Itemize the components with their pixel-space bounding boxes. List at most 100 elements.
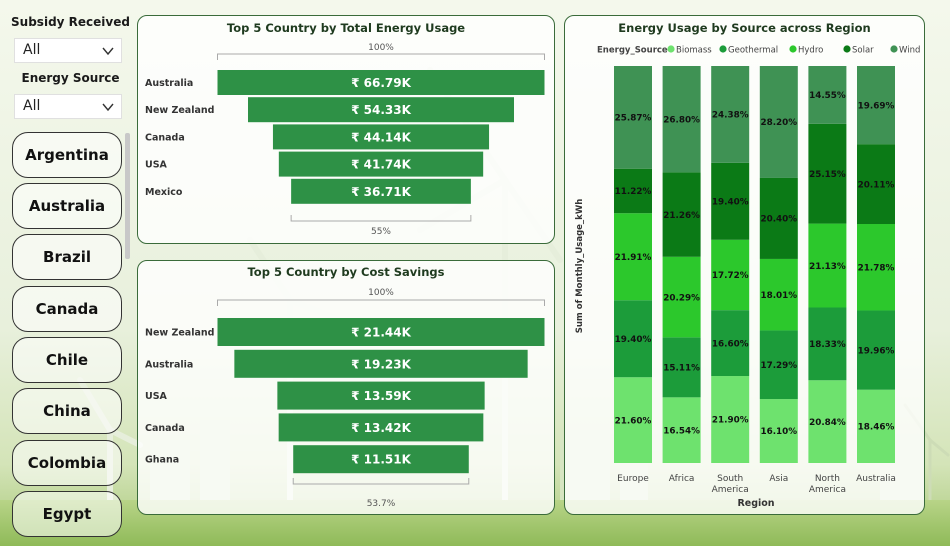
cost-savings-funnel-category-label-usa: USA [145, 391, 168, 402]
bar-segment-north-america-hydro[interactable] [808, 223, 847, 308]
bar-segment-europe-geothermal[interactable] [614, 300, 652, 378]
legend-marker-biomass[interactable] [667, 45, 675, 53]
cost-savings-funnel-bar-ghana[interactable] [293, 445, 469, 474]
data-label-australia-wind: 19.69% [858, 101, 895, 111]
data-label-europe-geothermal: 19.40% [615, 335, 652, 345]
bar-segment-australia-biomass[interactable] [857, 389, 895, 463]
energy-usage-funnel-top-bracket [217, 53, 545, 60]
bar-segment-north-america-geothermal[interactable] [808, 307, 847, 381]
data-label-australia-biomass: 18.46% [858, 423, 895, 433]
bar-segment-africa-solar[interactable] [662, 172, 701, 257]
energy-source-region-title: Energy Usage by Source across Region [618, 21, 871, 35]
bar-segment-africa-biomass[interactable] [662, 397, 701, 463]
cost-savings-funnel-bottom-bracket [292, 478, 470, 485]
bar-segment-south-america-solar[interactable] [711, 162, 750, 240]
data-label-north-america-biomass: 20.84% [809, 418, 846, 428]
country-button-canada[interactable]: Canada [12, 286, 122, 332]
cost-savings-funnel-chart: 100% ₹ 21.44K New Zealand ₹ 19.23K Australia… [145, 288, 545, 509]
subsidy-dropdown[interactable]: All [14, 38, 122, 63]
legend-label-wind: Wind [899, 46, 920, 56]
legend-label-geothermal: Geothermal [728, 46, 778, 56]
cost-savings-funnel-value-label-australia: ₹ 19.23K [351, 357, 411, 371]
country-button-china[interactable]: China [12, 388, 122, 434]
data-label-north-america-hydro: 21.13% [809, 262, 846, 272]
energy-source-region-chart: Energy_Source Biomass Geothermal Hydro Solar… [575, 45, 920, 509]
energy-usage-funnel-bar-new-zealand[interactable] [248, 97, 514, 123]
data-label-asia-solar: 20.40% [760, 215, 797, 225]
country-button-brazil[interactable]: Brazil [12, 234, 122, 280]
legend-label-solar: Solar [852, 46, 874, 56]
country-button-australia[interactable]: Australia [12, 183, 122, 229]
legend-title: Energy_Source [597, 46, 668, 56]
data-label-australia-solar: 20.11% [858, 180, 895, 190]
bar-segment-north-america-wind[interactable] [808, 66, 847, 124]
country-button-chile[interactable]: Chile [12, 337, 122, 383]
data-label-europe-biomass: 21.60% [615, 416, 652, 426]
bar-segment-asia-geothermal[interactable] [759, 330, 798, 400]
bar-segment-australia-hydro[interactable] [857, 224, 895, 311]
country-button-argentina[interactable]: Argentina [12, 132, 122, 178]
bar-segment-africa-geothermal[interactable] [662, 337, 701, 398]
energy-usage-funnel-value-label-usa: ₹ 41.74K [351, 158, 411, 172]
data-label-asia-geothermal: 17.29% [760, 361, 797, 371]
bar-segment-europe-biomass[interactable] [614, 377, 652, 463]
data-label-asia-hydro: 18.01% [760, 291, 797, 301]
bar-segment-south-america-geothermal[interactable] [711, 310, 750, 377]
bar-segment-south-america-hydro[interactable] [711, 239, 750, 311]
subsidy-dropdown-value: All [23, 42, 41, 58]
legend-marker-solar[interactable] [843, 45, 851, 53]
bar-segment-europe-solar[interactable] [614, 168, 652, 214]
bar-segment-asia-solar[interactable] [759, 177, 798, 259]
energy-source-dropdown[interactable]: All [14, 94, 122, 119]
cost-savings-funnel-value-label-new-zealand: ₹ 21.44K [351, 326, 411, 340]
energy-usage-funnel-value-label-australia: ₹ 66.79K [351, 76, 411, 90]
data-label-south-america-hydro: 17.72% [712, 271, 749, 281]
bar-segment-north-america-biomass[interactable] [808, 380, 847, 463]
bar-segment-south-america-biomass[interactable] [711, 376, 750, 463]
energy-source-slicer-title: Energy Source [21, 71, 120, 85]
x-tick-label-europe: Europe [617, 474, 649, 484]
energy-usage-funnel-value-label-canada: ₹ 44.14K [351, 130, 411, 144]
energy-usage-funnel-bottom-bracket [290, 215, 472, 222]
energy-usage-funnel-chart: 100% ₹ 66.79K Australia ₹ 54.33K New Zealand… [145, 43, 545, 237]
data-label-africa-solar: 21.26% [663, 211, 700, 221]
cost-savings-funnel-bar-usa[interactable] [277, 381, 485, 410]
cost-savings-funnel-bar-australia[interactable] [234, 349, 528, 378]
bar-segment-europe-wind[interactable] [614, 66, 652, 169]
cost-savings-funnel-bar-canada[interactable] [278, 413, 484, 442]
subsidy-slicer-title: Subsidy Received [11, 15, 130, 29]
country-button-egypt[interactable]: Egypt [12, 491, 122, 537]
x-tick-label-asia: Asia [769, 474, 788, 484]
energy-usage-funnel-category-label-usa: USA [145, 160, 168, 171]
bar-segment-australia-geothermal[interactable] [857, 310, 895, 390]
bar-segment-australia-wind[interactable] [857, 66, 895, 145]
country-button-colombia[interactable]: Colombia [12, 440, 122, 486]
cost-savings-funnel-bar-new-zealand[interactable] [217, 318, 545, 346]
energy-usage-funnel-bar-australia[interactable] [217, 70, 545, 95]
bar-segment-asia-hydro[interactable] [759, 258, 798, 331]
chevron-down-icon [102, 103, 114, 112]
bar-segment-africa-wind[interactable] [662, 66, 701, 173]
bar-segment-asia-wind[interactable] [759, 66, 798, 178]
bar-segment-south-america-wind[interactable] [711, 66, 750, 163]
data-label-north-america-solar: 25.15% [809, 170, 846, 180]
cost-savings-funnel-category-label-new-zealand: New Zealand [145, 328, 214, 339]
country-slicer-scrollbar[interactable] [125, 133, 130, 259]
bar-segment-australia-solar[interactable] [857, 144, 895, 225]
legend-marker-geothermal[interactable] [719, 45, 727, 53]
bar-segment-asia-biomass[interactable] [759, 399, 798, 463]
legend-marker-hydro[interactable] [789, 45, 797, 53]
energy-usage-funnel-bar-canada[interactable] [272, 124, 490, 150]
bar-segment-europe-hydro[interactable] [614, 213, 652, 301]
bar-segment-africa-hydro[interactable] [662, 256, 701, 338]
bar-segment-north-america-solar[interactable] [808, 123, 847, 224]
x-tick-label-africa: Africa [669, 474, 695, 484]
x-axis-label: Region [737, 498, 774, 509]
energy-source-region-panel: Energy Usage by Source across Region Ene… [564, 15, 925, 515]
energy-usage-funnel-bar-mexico[interactable] [291, 178, 471, 204]
energy-usage-funnel-bar-usa[interactable] [278, 151, 484, 177]
country-slicer: Argentina Australia Brazil Canada Chile … [12, 131, 124, 539]
legend-marker-wind[interactable] [890, 45, 898, 53]
cost-savings-funnel-value-label-usa: ₹ 13.59K [351, 389, 411, 403]
cost-savings-funnel-value-label-ghana: ₹ 11.51K [351, 453, 411, 467]
